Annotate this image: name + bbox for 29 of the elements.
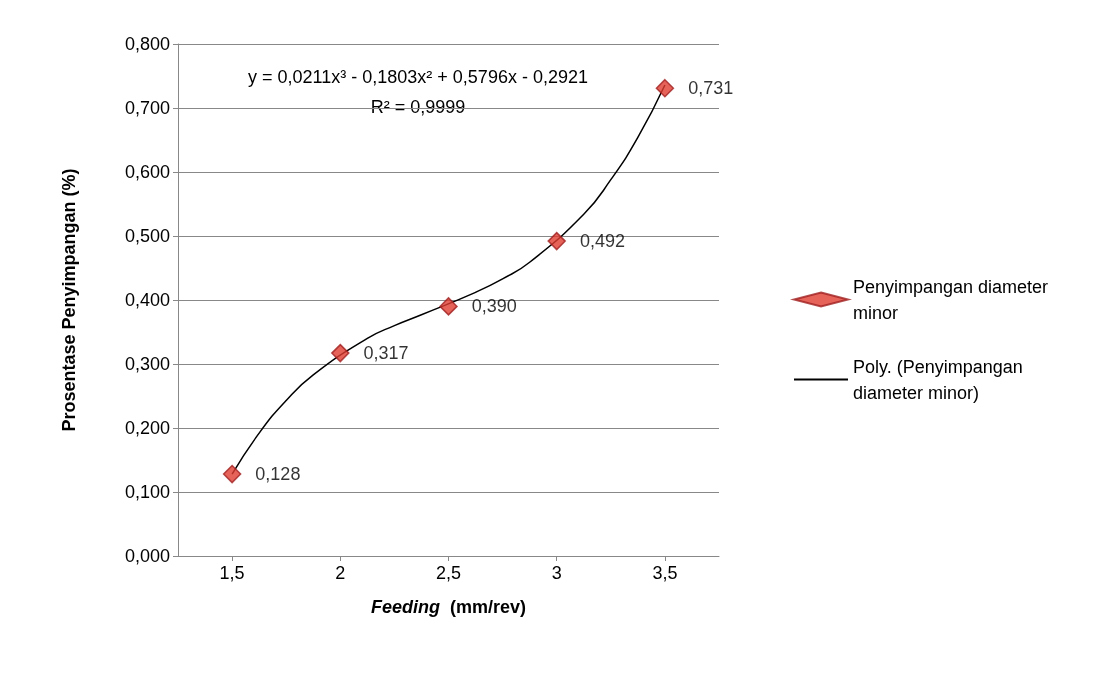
point [222,464,242,484]
x-tick-label: 2,5 [435,563,462,583]
x-tick-label: 1,5 [219,563,245,583]
y-tick-label: 0,800 [124,34,170,54]
x-tick-label: 2 [335,563,346,583]
annotation: y = 0,0211x³ - 0,1803x² + 0,5796x - 0,2921 [248,67,588,87]
data-label: 0,317 [363,343,409,364]
data-label: 0,128 [255,464,301,485]
data-label: 0,390 [471,296,517,317]
y-tick-label: 0,100 [124,482,170,502]
y-tick-label: 0,700 [124,98,170,118]
data-label: 0,492 [579,231,625,252]
x-axis-title: Feeding (mm/rev) [370,597,527,617]
y-tick-label: 0,000 [124,546,170,566]
y-tick-label: 0,300 [124,354,170,374]
y-tick-label: 0,600 [124,162,170,182]
y-tick-label: 0,400 [124,290,170,310]
point [439,297,458,316]
x-tick-label: 3 [551,563,562,583]
y-axis-title: Prosentase Penyimpangan (%) [59,168,79,432]
legend-label: Poly. (Penyimpangan diameter minor) [853,356,1028,403]
point [655,78,675,98]
legend-label: Penyimpangan diameter minor [853,276,1054,323]
y-tick-label: 0,500 [124,226,170,246]
data-label: 0,731 [688,78,734,99]
point [547,231,566,251]
x-tick-label: 3,5 [652,563,678,583]
y-tick-label: 0,200 [124,418,170,438]
point [331,343,350,363]
